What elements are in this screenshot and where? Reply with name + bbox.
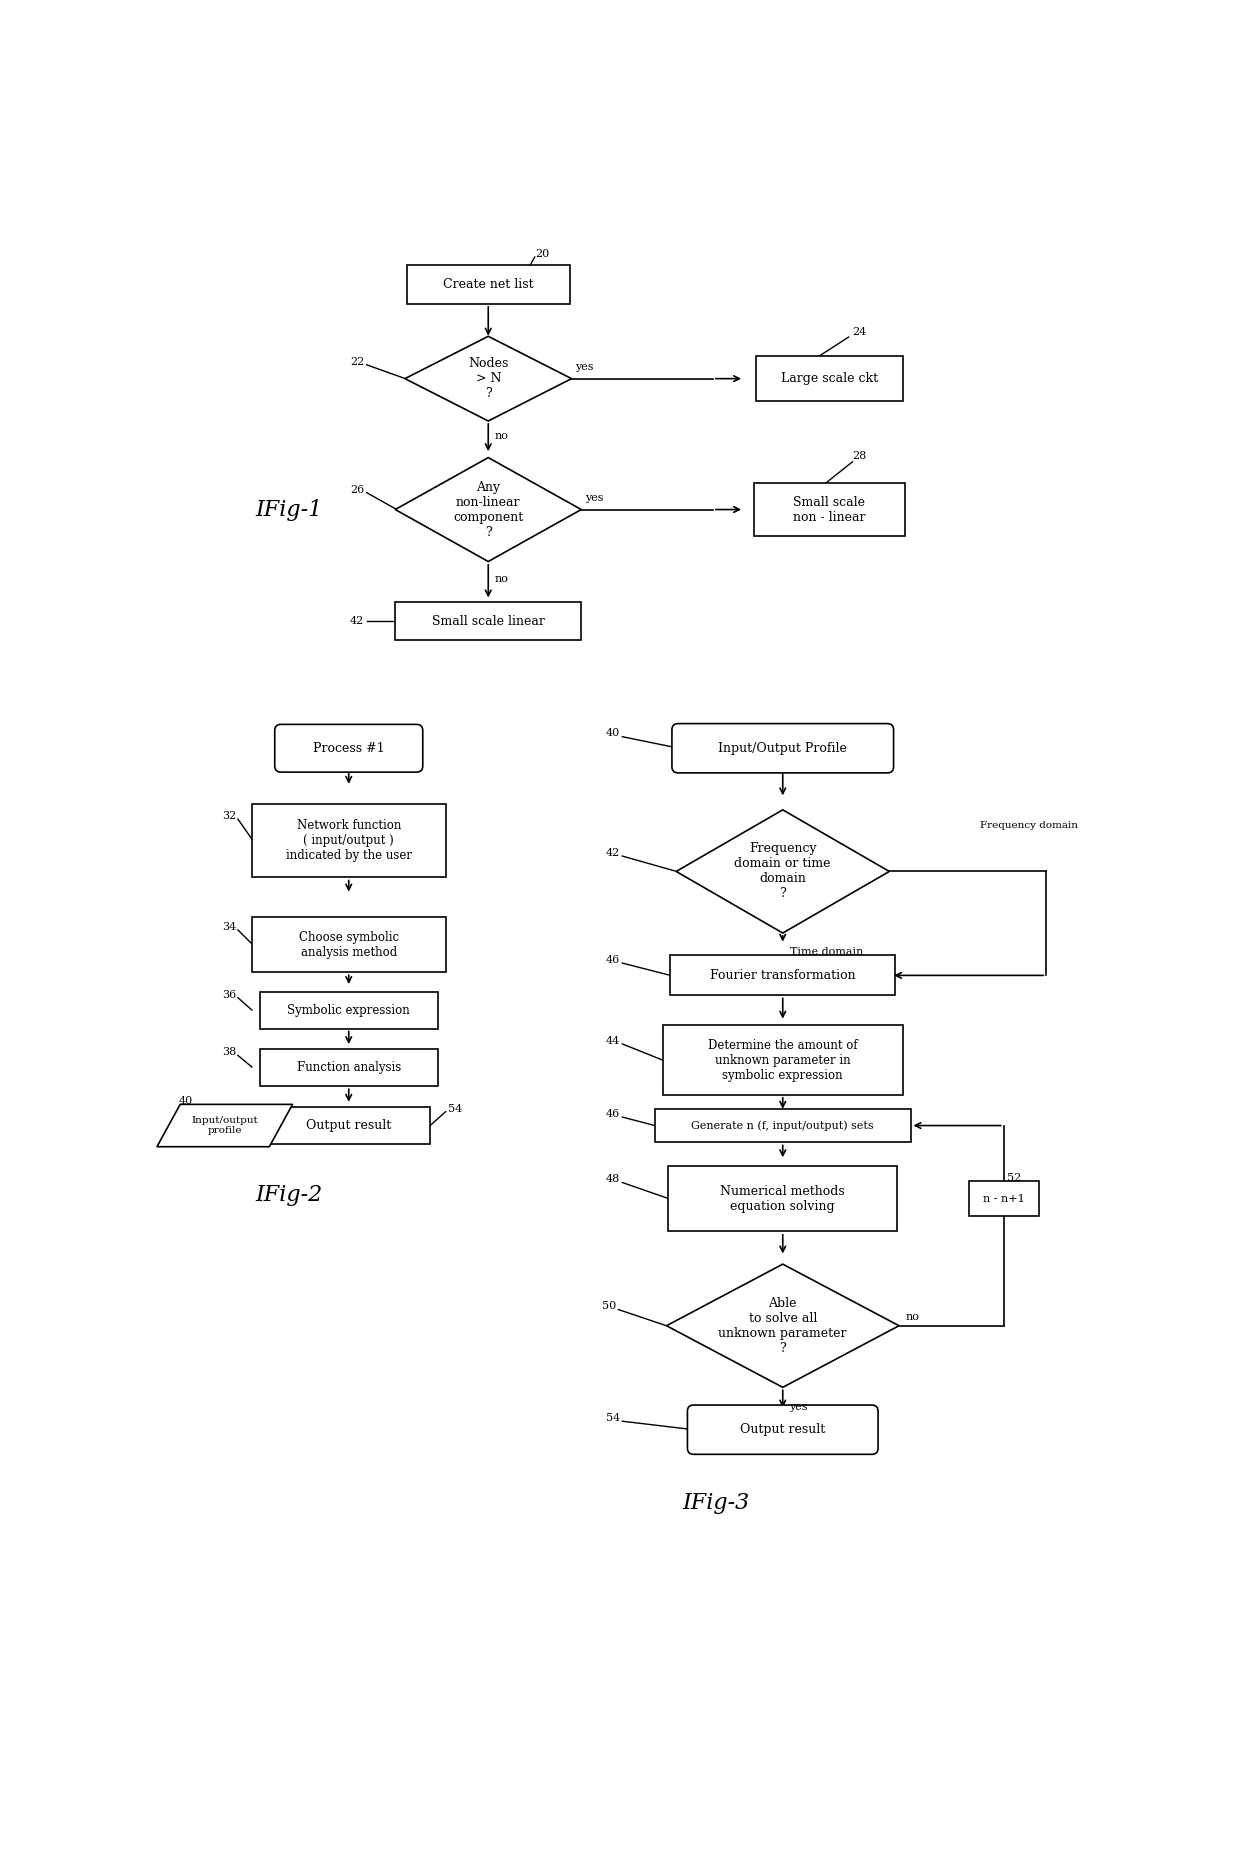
Text: Small scale
non - linear: Small scale non - linear — [794, 496, 866, 524]
FancyBboxPatch shape — [268, 1106, 430, 1144]
Text: Input/output
profile: Input/output profile — [191, 1116, 258, 1134]
FancyBboxPatch shape — [968, 1181, 1039, 1217]
Text: Input/Output Profile: Input/Output Profile — [718, 741, 847, 754]
Text: yes: yes — [585, 492, 604, 504]
Text: 38: 38 — [222, 1048, 237, 1058]
Text: no: no — [905, 1312, 919, 1322]
FancyBboxPatch shape — [655, 1108, 910, 1142]
Text: Process #1: Process #1 — [312, 741, 384, 754]
Text: Fourier transformation: Fourier transformation — [711, 970, 856, 983]
Polygon shape — [157, 1104, 293, 1148]
Text: 54: 54 — [606, 1413, 620, 1423]
Text: 20: 20 — [534, 249, 549, 258]
Text: Frequency domain: Frequency domain — [981, 820, 1079, 829]
Text: Symbolic expression: Symbolic expression — [288, 1003, 410, 1016]
FancyBboxPatch shape — [755, 356, 903, 401]
Polygon shape — [396, 457, 582, 562]
FancyBboxPatch shape — [407, 266, 569, 303]
Text: Determine the amount of
unknown parameter in
symbolic expression: Determine the amount of unknown paramete… — [708, 1039, 858, 1082]
FancyBboxPatch shape — [396, 603, 582, 640]
Text: IFig-2: IFig-2 — [255, 1183, 322, 1206]
Text: Create net list: Create net list — [443, 279, 533, 292]
Text: 22: 22 — [350, 358, 365, 367]
Text: Nodes
> N
?: Nodes > N ? — [467, 358, 508, 401]
Text: 42: 42 — [350, 616, 365, 627]
Text: 26: 26 — [350, 485, 365, 496]
Text: 24: 24 — [853, 328, 867, 337]
Text: Output result: Output result — [306, 1119, 392, 1133]
Text: 52: 52 — [1007, 1174, 1022, 1183]
Text: 34: 34 — [222, 921, 237, 932]
FancyBboxPatch shape — [671, 955, 895, 996]
Text: Large scale ckt: Large scale ckt — [781, 373, 878, 386]
Text: Function analysis: Function analysis — [296, 1061, 401, 1075]
Text: n - n+1: n - n+1 — [983, 1194, 1024, 1204]
Text: no: no — [495, 575, 508, 584]
Text: Any
non-linear
component
?: Any non-linear component ? — [453, 481, 523, 539]
Text: Choose symbolic
analysis method: Choose symbolic analysis method — [299, 930, 399, 958]
Text: 36: 36 — [222, 990, 237, 1000]
FancyBboxPatch shape — [252, 805, 445, 878]
Polygon shape — [667, 1264, 899, 1387]
FancyBboxPatch shape — [672, 724, 894, 773]
Text: 40: 40 — [606, 728, 620, 738]
FancyBboxPatch shape — [259, 992, 438, 1028]
Text: 46: 46 — [606, 955, 620, 964]
FancyBboxPatch shape — [687, 1406, 878, 1455]
Text: 48: 48 — [606, 1174, 620, 1185]
Text: 28: 28 — [853, 451, 867, 461]
Text: 44: 44 — [606, 1035, 620, 1046]
Polygon shape — [405, 337, 572, 421]
Text: Small scale linear: Small scale linear — [432, 614, 544, 627]
Text: 32: 32 — [222, 811, 237, 822]
Text: 50: 50 — [601, 1301, 616, 1312]
Text: Time domain: Time domain — [791, 947, 864, 957]
Text: Network function
( input/output )
indicated by the user: Network function ( input/output ) indica… — [285, 820, 412, 863]
Text: Output result: Output result — [740, 1423, 826, 1436]
Text: 54: 54 — [448, 1104, 463, 1114]
FancyBboxPatch shape — [252, 917, 445, 972]
FancyBboxPatch shape — [259, 1050, 438, 1086]
FancyBboxPatch shape — [275, 724, 423, 771]
Text: yes: yes — [575, 361, 594, 373]
Text: Numerical methods
equation solving: Numerical methods equation solving — [720, 1185, 846, 1213]
Text: IFig-3: IFig-3 — [682, 1492, 749, 1514]
Polygon shape — [676, 811, 889, 932]
Text: IFig-1: IFig-1 — [255, 498, 322, 520]
FancyBboxPatch shape — [754, 483, 905, 537]
FancyBboxPatch shape — [662, 1026, 903, 1095]
Text: Generate n (f, input/output) sets: Generate n (f, input/output) sets — [692, 1119, 874, 1131]
Text: 42: 42 — [606, 848, 620, 857]
Text: yes: yes — [789, 1402, 807, 1411]
FancyBboxPatch shape — [668, 1166, 897, 1232]
Text: no: no — [495, 431, 508, 442]
Text: Frequency
domain or time
domain
?: Frequency domain or time domain ? — [734, 842, 831, 900]
Text: 40: 40 — [179, 1095, 192, 1106]
Text: 46: 46 — [606, 1108, 620, 1119]
Text: Able
to solve all
unknown parameter
?: Able to solve all unknown parameter ? — [718, 1297, 847, 1355]
